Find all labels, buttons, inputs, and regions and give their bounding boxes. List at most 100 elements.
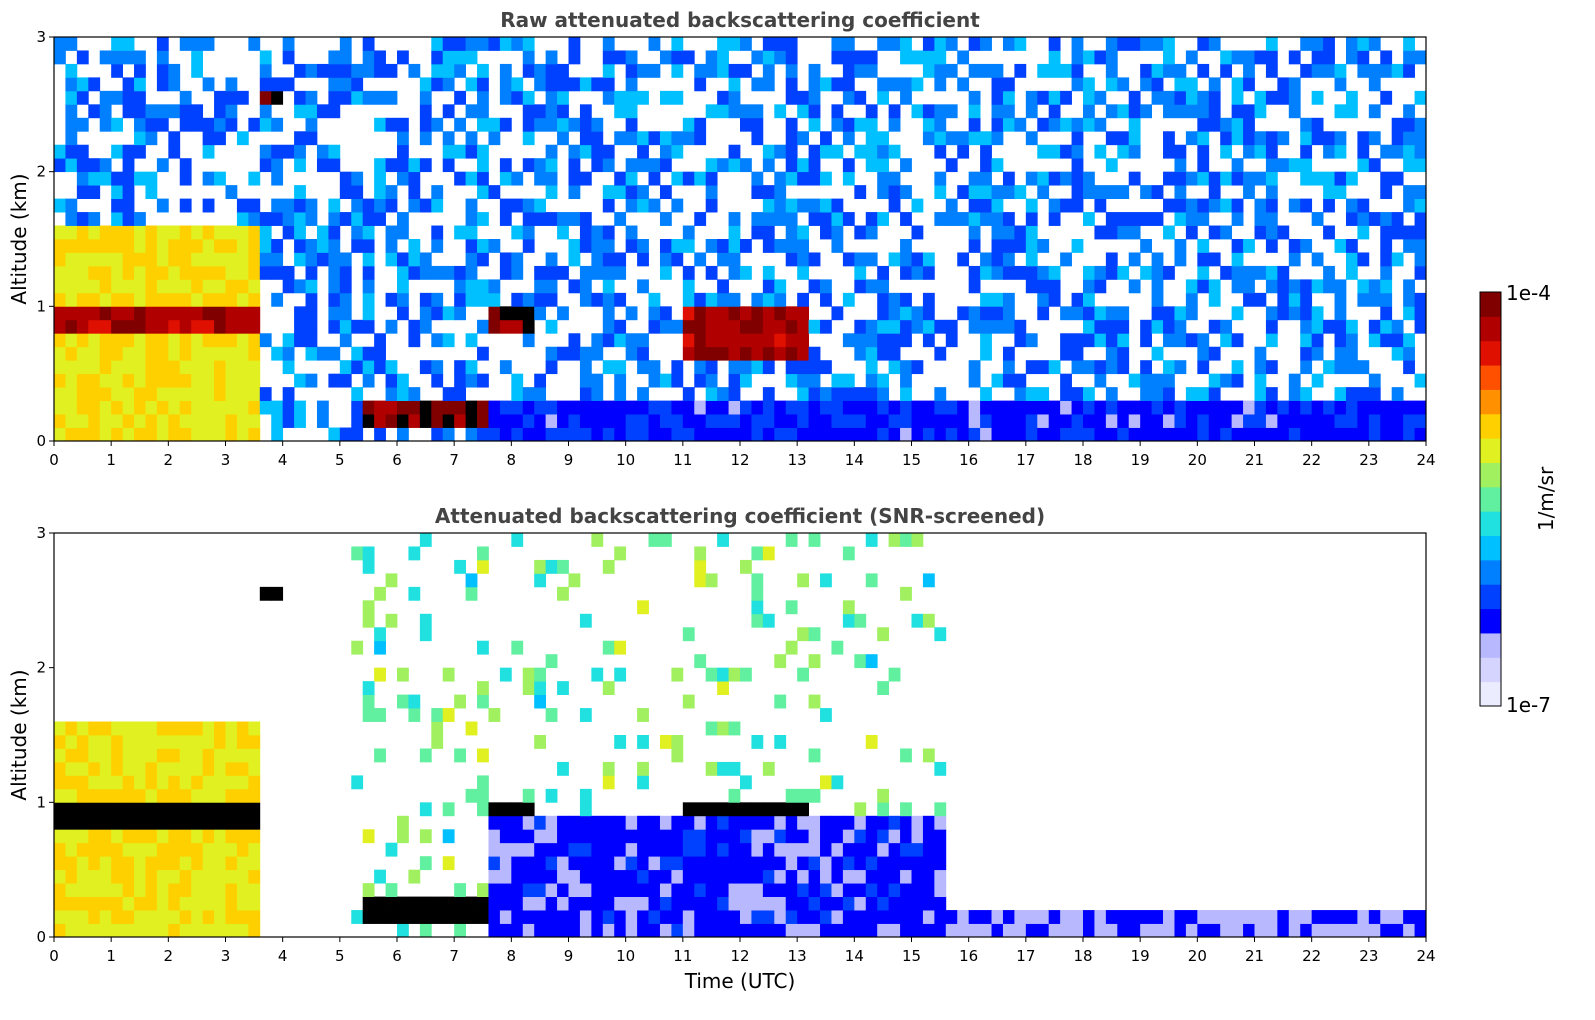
heatmap-cell bbox=[99, 788, 112, 803]
heatmap-cell bbox=[259, 63, 272, 78]
colorbar-unit-label: 1/m/sr bbox=[1534, 466, 1558, 531]
heatmap-cell bbox=[248, 869, 261, 884]
heatmap-cell bbox=[511, 373, 524, 388]
heatmap-cell bbox=[1151, 63, 1164, 78]
heatmap-cell bbox=[454, 910, 466, 924]
heatmap-cell bbox=[591, 144, 604, 159]
heatmap-cell bbox=[1185, 104, 1198, 119]
heatmap-cell bbox=[637, 910, 649, 924]
heatmap-cell bbox=[900, 923, 912, 938]
heatmap-cell bbox=[1105, 910, 1118, 924]
heatmap-cell bbox=[214, 171, 226, 186]
heatmap-cell bbox=[225, 373, 238, 388]
heatmap-cell bbox=[934, 117, 947, 132]
heatmap-cell bbox=[1243, 414, 1255, 428]
heatmap-cell bbox=[156, 225, 169, 240]
heatmap-cell bbox=[934, 923, 947, 938]
heatmap-cell bbox=[88, 923, 101, 938]
heatmap-cell bbox=[728, 144, 741, 159]
heatmap-cell bbox=[1414, 923, 1427, 938]
heatmap-cell bbox=[65, 158, 78, 173]
heatmap-cell bbox=[1002, 225, 1015, 240]
heatmap-cell bbox=[579, 292, 592, 307]
heatmap-cell bbox=[282, 77, 295, 92]
heatmap-cell bbox=[579, 842, 592, 857]
heatmap-cell bbox=[534, 559, 547, 574]
heatmap-cell bbox=[1231, 50, 1244, 65]
heatmap-cell bbox=[854, 333, 867, 348]
heatmap-cell bbox=[328, 50, 341, 65]
heatmap-cell bbox=[625, 815, 638, 830]
heatmap-cell bbox=[145, 896, 158, 911]
heatmap-cell bbox=[408, 546, 421, 561]
heatmap-cell bbox=[717, 63, 729, 78]
heatmap-cell bbox=[134, 910, 146, 924]
heatmap-cell bbox=[1254, 427, 1267, 442]
heatmap-cell bbox=[1140, 923, 1152, 938]
heatmap-cell bbox=[659, 306, 672, 321]
heatmap-cell bbox=[671, 910, 684, 924]
heatmap-cell bbox=[431, 910, 444, 924]
heatmap-cell bbox=[534, 279, 547, 294]
heatmap-cell bbox=[111, 306, 123, 321]
heatmap-cell bbox=[145, 815, 158, 830]
heatmap-cell bbox=[65, 346, 78, 361]
heatmap-cell bbox=[168, 239, 181, 253]
heatmap-cell bbox=[991, 252, 1004, 267]
heatmap-cell bbox=[991, 923, 1004, 938]
heatmap-cell bbox=[179, 252, 192, 267]
heatmap-cell bbox=[328, 63, 341, 78]
heatmap-cell bbox=[980, 346, 992, 361]
heatmap-cell bbox=[122, 252, 135, 267]
heatmap-cell bbox=[922, 292, 935, 307]
heatmap-cell bbox=[1128, 252, 1141, 267]
heatmap-cell bbox=[957, 77, 970, 92]
heatmap-cell bbox=[477, 63, 489, 78]
heatmap-cell bbox=[1345, 50, 1358, 65]
heatmap-cell bbox=[1403, 117, 1415, 132]
heatmap-cell bbox=[1071, 77, 1084, 92]
heatmap-cell bbox=[717, 50, 729, 65]
heatmap-cell bbox=[1243, 185, 1255, 199]
heatmap-cell bbox=[557, 90, 569, 105]
heatmap-cell bbox=[1254, 265, 1267, 280]
x-tick-label: 17 bbox=[1016, 451, 1035, 469]
heatmap-cell bbox=[557, 923, 569, 938]
heatmap-cell bbox=[282, 346, 295, 361]
heatmap-cell bbox=[659, 910, 672, 924]
heatmap-cell bbox=[728, 387, 741, 401]
heatmap-cell bbox=[122, 171, 135, 186]
heatmap-cell bbox=[534, 158, 547, 173]
x-tick-label: 11 bbox=[673, 947, 692, 965]
heatmap-cell bbox=[991, 158, 1004, 173]
heatmap-cell bbox=[305, 90, 318, 105]
heatmap-cell bbox=[637, 90, 649, 105]
heatmap-cell bbox=[191, 869, 204, 884]
heatmap-cell bbox=[1368, 400, 1381, 415]
heatmap-cell bbox=[122, 104, 135, 119]
heatmap-cell bbox=[282, 400, 295, 415]
heatmap-cell bbox=[797, 802, 809, 817]
heatmap-cell bbox=[397, 910, 409, 924]
heatmap-cell bbox=[248, 748, 261, 763]
heatmap-cell bbox=[1174, 90, 1187, 105]
heatmap-cell bbox=[579, 77, 592, 92]
heatmap-cell bbox=[214, 239, 226, 253]
heatmap-cell bbox=[751, 306, 764, 321]
heatmap-cell bbox=[602, 265, 615, 280]
heatmap-cell bbox=[122, 239, 135, 253]
heatmap-cell bbox=[591, 400, 604, 415]
heatmap-cell bbox=[728, 37, 741, 51]
heatmap-cell bbox=[900, 829, 912, 844]
heatmap-cell bbox=[1105, 306, 1118, 321]
heatmap-cell bbox=[671, 198, 684, 213]
heatmap-cell bbox=[980, 171, 992, 186]
heatmap-cell bbox=[1094, 144, 1107, 159]
colorbar-band bbox=[1480, 365, 1501, 390]
heatmap-cell bbox=[76, 144, 89, 159]
heatmap-cell bbox=[122, 869, 135, 884]
heatmap-cell bbox=[1300, 360, 1313, 375]
heatmap-cell bbox=[820, 292, 832, 307]
heatmap-cell bbox=[762, 910, 775, 924]
heatmap-cell bbox=[511, 829, 524, 844]
